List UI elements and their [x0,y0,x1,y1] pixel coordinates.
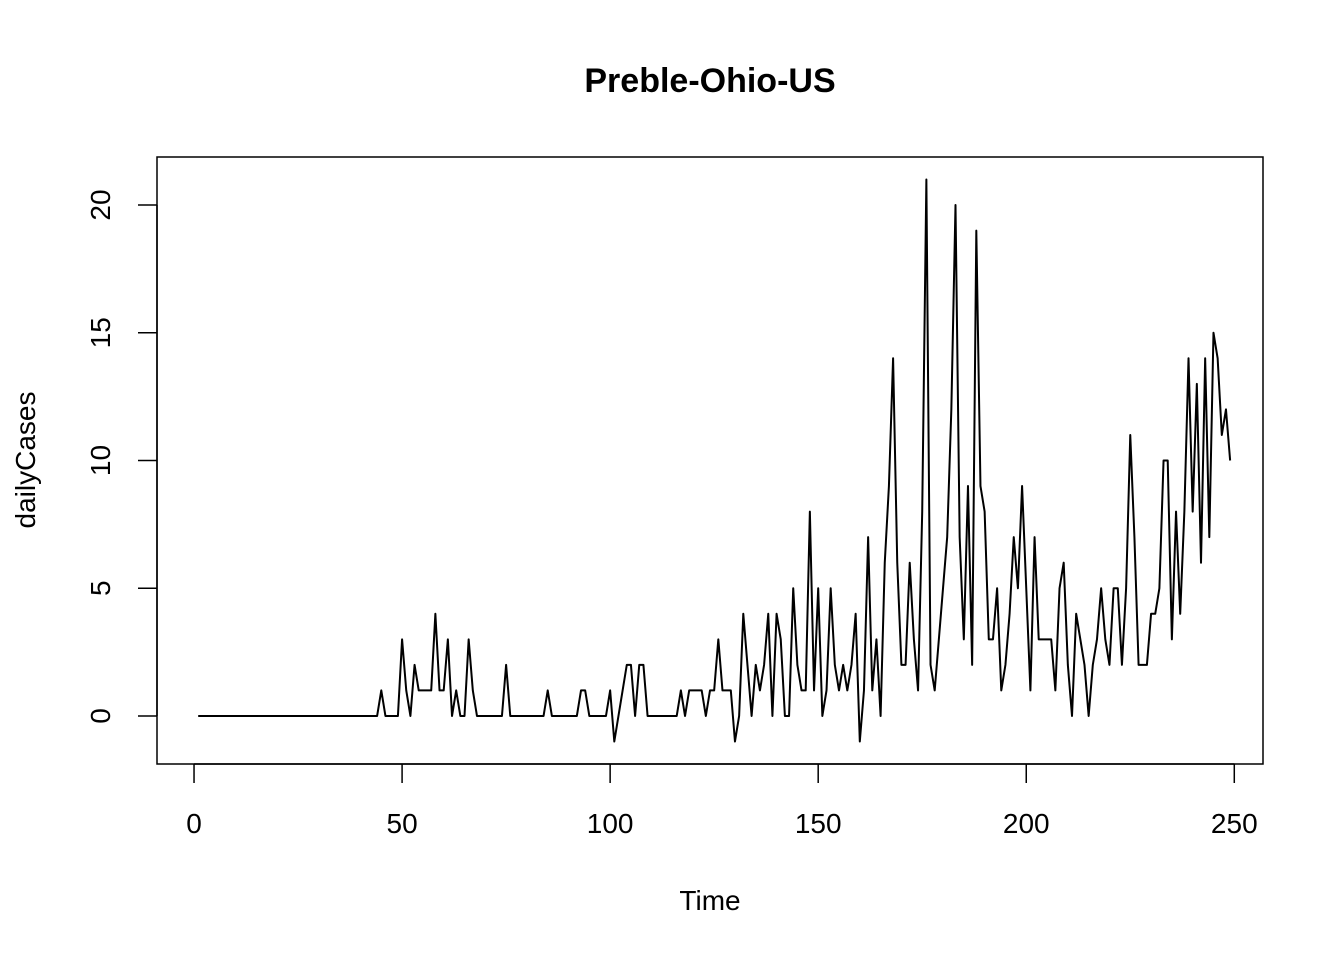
y-tick-label: 5 [85,580,116,596]
y-axis-label: dailyCases [10,392,41,529]
x-tick-label: 0 [186,808,202,839]
x-tick-label: 50 [387,808,418,839]
series-line-daily-cases [198,178,1232,743]
y-tick-label: 0 [85,708,116,724]
y-tick-label: 20 [85,189,116,220]
x-axis: 0 50 100 150 200 250 [186,763,1258,839]
x-tick-label: 150 [795,808,842,839]
plot-frame [156,156,1264,765]
x-tick-label: 200 [1003,808,1050,839]
x-axis-label: Time [679,885,740,916]
y-axis: 0 5 10 15 20 [85,189,158,724]
x-tick-label: 100 [587,808,634,839]
x-tick-label: 250 [1211,808,1258,839]
y-tick-label: 10 [85,445,116,476]
y-tick-label: 15 [85,317,116,348]
chart-title: Preble-Ohio-US [584,62,835,100]
